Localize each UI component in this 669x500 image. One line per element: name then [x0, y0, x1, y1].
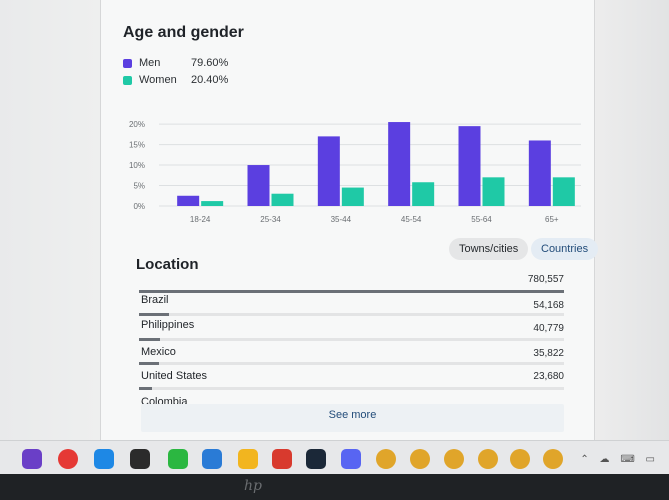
bar-women-25-34[interactable] — [271, 193, 294, 206]
location-value: 40,779 — [533, 323, 564, 334]
steam-icon[interactable] — [306, 449, 326, 469]
see-more-button[interactable]: See more — [328, 409, 377, 421]
bar-women-55-64[interactable] — [482, 177, 505, 206]
location-name: United States — [141, 370, 208, 382]
location-name: Brazil — [141, 294, 169, 306]
see-more-strip: See more — [141, 404, 564, 432]
legend-women: Women 20.40% — [123, 74, 228, 86]
discord-icon[interactable] — [341, 449, 361, 469]
bar-women-65+[interactable] — [552, 177, 575, 206]
chrome-profile-icon[interactable] — [410, 449, 430, 469]
x-tick-label: 45-54 — [401, 215, 422, 224]
x-tick-label: 25-34 — [260, 215, 281, 224]
y-tick-label: 15% — [129, 141, 145, 150]
vscode-icon[interactable] — [202, 449, 222, 469]
location-value: 780,557 — [527, 274, 564, 285]
store-icon[interactable] — [130, 449, 150, 469]
tab-countries[interactable]: Countries — [531, 238, 599, 260]
location-bar-track — [139, 362, 564, 365]
video-icon[interactable] — [22, 449, 42, 469]
chrome-profile-icon[interactable] — [510, 449, 530, 469]
legend-men-label: Men — [139, 57, 161, 69]
women-swatch — [123, 75, 132, 85]
chrome-profile-icon[interactable] — [478, 449, 498, 469]
location-bar-track — [139, 290, 564, 293]
location-bar-fill — [139, 387, 152, 390]
bar-men-35-44[interactable] — [317, 136, 340, 206]
bar-men-55-64[interactable] — [458, 126, 481, 206]
folder-icon[interactable] — [238, 449, 258, 469]
x-tick-label: 35-44 — [331, 215, 352, 224]
age-gender-title: Age and gender — [123, 24, 244, 41]
x-tick-label: 18-24 — [190, 215, 211, 224]
location-value: 35,822 — [533, 348, 564, 359]
analytics-panel: Age and gender Men 79.60% Women 20.40% 0… — [100, 0, 599, 440]
taskbar: ⌃ ☁ ⌨ ▭ — [0, 440, 669, 475]
location-bar-track — [139, 387, 564, 390]
tab-towns-cities[interactable]: Towns/cities — [449, 238, 529, 260]
whatsapp-icon[interactable] — [168, 449, 188, 469]
bar-men-45-54[interactable] — [388, 122, 411, 206]
y-tick-label: 0% — [133, 202, 145, 211]
location-value: 23,680 — [533, 371, 564, 382]
location-name: Mexico — [141, 346, 176, 358]
location-bar-fill — [139, 338, 160, 341]
x-tick-label: 65+ — [545, 215, 559, 224]
bar-women-35-44[interactable] — [341, 187, 364, 206]
location-name: Philippines — [141, 319, 195, 331]
legend-men-value: 79.60% — [191, 57, 229, 69]
desktop-background-left — [0, 0, 100, 440]
system-tray[interactable]: ⌃ ☁ ⌨ ▭ — [580, 454, 659, 465]
laptop-bezel — [0, 474, 669, 500]
chrome-profile-icon[interactable] — [444, 449, 464, 469]
bar-women-45-54[interactable] — [412, 182, 435, 206]
location-bar-fill — [139, 313, 169, 316]
y-tick-label: 5% — [133, 182, 145, 191]
chrome-profile-icon[interactable] — [376, 449, 396, 469]
age-gender-bar-chart: 0% 5% 10% 15% 20% 18-24 25-34 35-44 45-54 55-64 65… — [129, 120, 581, 224]
chrome-icon[interactable] — [58, 449, 78, 469]
location-value: 54,168 — [533, 300, 564, 311]
legend-women-value: 20.40% — [191, 74, 229, 86]
chrome-profile-icon[interactable] — [543, 449, 563, 469]
legend-women-label: Women — [139, 74, 177, 86]
location-bar-track — [139, 313, 564, 316]
bar-women-18-24[interactable] — [201, 201, 224, 206]
x-tick-label: 55-64 — [471, 215, 492, 224]
location-bar-track — [139, 338, 564, 341]
desktop-background-right — [593, 0, 669, 440]
bar-men-65+[interactable] — [528, 140, 551, 206]
location-bar-fill — [139, 362, 159, 365]
bar-men-25-34[interactable] — [247, 165, 270, 206]
filezilla-icon[interactable] — [272, 449, 292, 469]
hp-logo: hp — [244, 478, 262, 494]
location-title: Location — [136, 256, 199, 273]
location-bar-fill — [139, 290, 564, 293]
y-tick-label: 20% — [129, 120, 145, 129]
y-tick-label: 10% — [129, 161, 145, 170]
edge-icon[interactable] — [94, 449, 114, 469]
legend-men: Men 79.60% — [123, 57, 228, 69]
men-swatch — [123, 58, 132, 68]
bar-men-18-24[interactable] — [177, 195, 200, 206]
